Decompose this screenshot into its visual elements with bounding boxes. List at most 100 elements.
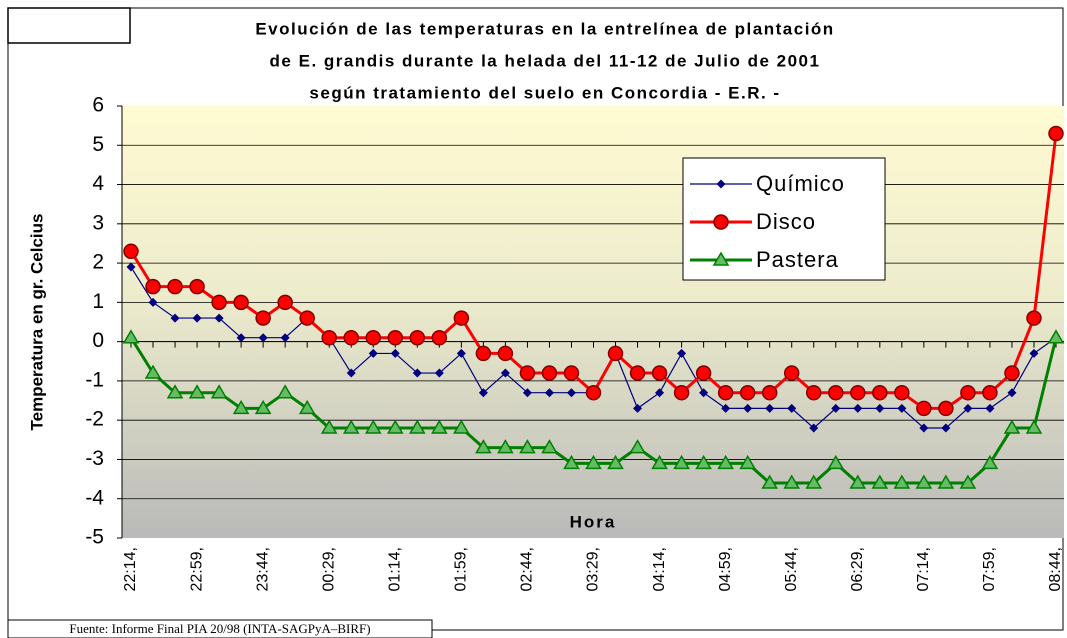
y-tick-label: 6 bbox=[92, 94, 104, 117]
point bbox=[1025, 419, 1043, 434]
point bbox=[255, 310, 271, 326]
point bbox=[280, 333, 290, 343]
point bbox=[232, 399, 250, 415]
point bbox=[541, 439, 558, 454]
y-tick-label: -4 bbox=[85, 486, 104, 509]
y-tick-label: -3 bbox=[85, 447, 104, 470]
x-tick-label: 02:44, bbox=[519, 547, 536, 591]
point bbox=[277, 294, 293, 311]
point bbox=[189, 278, 205, 295]
point bbox=[145, 278, 161, 295]
point bbox=[1007, 388, 1017, 398]
x-tick-label: 05:44, bbox=[783, 547, 800, 591]
point bbox=[761, 474, 778, 489]
point bbox=[743, 403, 753, 413]
point bbox=[211, 294, 227, 311]
point bbox=[585, 384, 602, 401]
point bbox=[409, 419, 426, 434]
y-tick-label: 1 bbox=[92, 290, 104, 313]
point bbox=[651, 454, 668, 470]
chart-title: según tratamiento del suelo en Concordia… bbox=[309, 83, 780, 102]
y-axis-label: Temperatura en gr. Celcius bbox=[27, 214, 46, 431]
point bbox=[166, 384, 184, 399]
point bbox=[827, 454, 845, 470]
legend-label: Químico bbox=[756, 171, 845, 196]
point bbox=[144, 364, 162, 379]
point bbox=[387, 329, 404, 346]
point bbox=[298, 399, 316, 415]
source-box bbox=[7, 619, 433, 638]
point bbox=[941, 423, 951, 433]
point bbox=[299, 310, 315, 326]
point bbox=[563, 365, 580, 381]
chart-title: de E. grandis durante la helada del 11-1… bbox=[270, 51, 821, 70]
point bbox=[1026, 310, 1042, 326]
point bbox=[1048, 125, 1064, 142]
x-tick-label: 07:59, bbox=[981, 547, 998, 591]
source: Fuente: Informe Final PIA 20/98 (INTA-SA… bbox=[69, 621, 370, 636]
point bbox=[346, 368, 356, 378]
x-axis-label: Hora bbox=[570, 512, 617, 531]
point bbox=[959, 474, 977, 489]
point bbox=[783, 474, 801, 489]
point bbox=[853, 403, 863, 413]
x-tick-label: 08:44, bbox=[1047, 547, 1064, 591]
x-tick-label: 03:29, bbox=[585, 547, 602, 591]
x-tick-label: 04:14, bbox=[651, 547, 668, 591]
y-tick-label: 2 bbox=[92, 251, 104, 274]
point bbox=[1003, 419, 1021, 434]
point bbox=[629, 439, 646, 454]
point bbox=[188, 384, 206, 399]
point bbox=[963, 403, 973, 413]
point bbox=[167, 278, 183, 295]
point bbox=[342, 419, 360, 434]
point bbox=[519, 439, 536, 454]
point bbox=[434, 368, 444, 378]
point bbox=[148, 297, 158, 307]
point bbox=[805, 474, 823, 489]
point bbox=[566, 388, 576, 398]
chart-title: Evolución de las temperaturas en la entr… bbox=[255, 19, 834, 38]
point bbox=[872, 384, 888, 401]
blank-box bbox=[7, 7, 131, 44]
point bbox=[875, 403, 885, 413]
point bbox=[1029, 348, 1039, 358]
legend-marker bbox=[716, 179, 726, 189]
point bbox=[453, 310, 470, 326]
point bbox=[1047, 329, 1065, 344]
point bbox=[412, 368, 422, 378]
point bbox=[475, 345, 492, 362]
x-tick-label: 22:59, bbox=[188, 547, 205, 591]
point bbox=[276, 384, 294, 399]
point bbox=[541, 365, 558, 381]
point bbox=[739, 454, 756, 470]
point bbox=[192, 313, 202, 323]
y-tick-label: 3 bbox=[92, 211, 104, 234]
point bbox=[629, 365, 646, 381]
point bbox=[985, 403, 995, 413]
point bbox=[607, 454, 624, 470]
point bbox=[343, 329, 359, 346]
x-tick-label: 06:29, bbox=[849, 547, 866, 591]
point bbox=[981, 454, 999, 470]
point bbox=[938, 400, 954, 417]
point bbox=[497, 439, 514, 454]
point bbox=[386, 419, 404, 434]
point bbox=[431, 419, 448, 434]
point bbox=[915, 474, 933, 489]
y-tick-label: 5 bbox=[92, 133, 104, 156]
point bbox=[805, 384, 822, 401]
point bbox=[258, 333, 268, 343]
point bbox=[717, 384, 734, 401]
y-tick-label: -1 bbox=[85, 368, 104, 391]
y-tick-label: 4 bbox=[92, 172, 104, 195]
point bbox=[236, 333, 246, 343]
point bbox=[431, 329, 448, 346]
point bbox=[765, 403, 775, 413]
point bbox=[850, 384, 866, 401]
point bbox=[695, 365, 712, 381]
point bbox=[544, 388, 554, 398]
point bbox=[170, 313, 180, 323]
point bbox=[721, 403, 731, 413]
